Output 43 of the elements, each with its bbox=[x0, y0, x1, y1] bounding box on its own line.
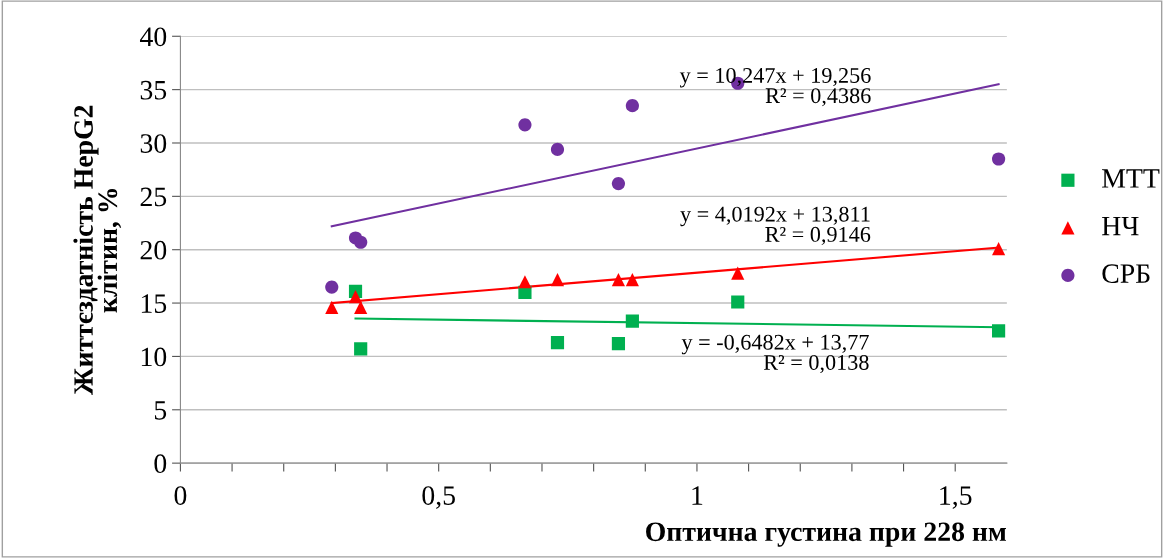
legend-label: МТТ bbox=[1102, 169, 1160, 188]
point bbox=[325, 300, 339, 314]
point bbox=[731, 266, 745, 280]
point bbox=[731, 295, 745, 309]
point bbox=[611, 176, 626, 191]
legend-label: СРБ bbox=[1102, 264, 1150, 283]
point bbox=[992, 324, 1006, 338]
y-tick-label: 0 bbox=[154, 454, 167, 474]
point bbox=[354, 235, 368, 249]
point bbox=[550, 142, 565, 156]
annotation: y = -0,6482x + 13,77 R² = 0,0138 bbox=[681, 334, 869, 374]
point bbox=[625, 99, 639, 113]
point bbox=[550, 273, 565, 287]
y-tick-label: 20 bbox=[140, 240, 167, 260]
x-axis-title: Оптична густина при 228 нм bbox=[646, 522, 1006, 547]
x-tick-label: 1,5 bbox=[940, 486, 972, 509]
point bbox=[348, 290, 363, 304]
point bbox=[550, 335, 565, 350]
point bbox=[625, 314, 639, 328]
point bbox=[611, 337, 626, 351]
y-axis-title: Життєздатність HepG2 клітин, % bbox=[73, 105, 122, 395]
x-tick-label: 1 bbox=[692, 486, 703, 505]
x-tick-label: 0,5 bbox=[422, 486, 455, 509]
point bbox=[518, 275, 532, 289]
y-tick-label: 10 bbox=[141, 347, 167, 367]
y-tick-label: 25 bbox=[140, 187, 167, 207]
point bbox=[354, 300, 368, 314]
point bbox=[992, 152, 1006, 166]
y-tick-label: 40 bbox=[139, 27, 167, 47]
point bbox=[325, 280, 339, 294]
annotation: y = 10,247x + 19,256 R² = 0,4386 bbox=[679, 67, 871, 107]
point bbox=[625, 273, 639, 287]
y-tick-label: 30 bbox=[140, 134, 167, 153]
point bbox=[992, 242, 1006, 256]
legend-label: НЧ bbox=[1102, 216, 1139, 236]
point bbox=[611, 273, 626, 287]
point bbox=[518, 118, 532, 132]
x-tick-label: 0 bbox=[174, 486, 187, 505]
y-tick-label: 5 bbox=[154, 401, 167, 420]
point bbox=[354, 342, 368, 356]
y-tick-label: 35 bbox=[140, 80, 167, 100]
y-tick-label: 15 bbox=[141, 294, 167, 313]
annotation: y = 4,0192x + 13,811 R² = 0,9146 bbox=[680, 206, 871, 246]
